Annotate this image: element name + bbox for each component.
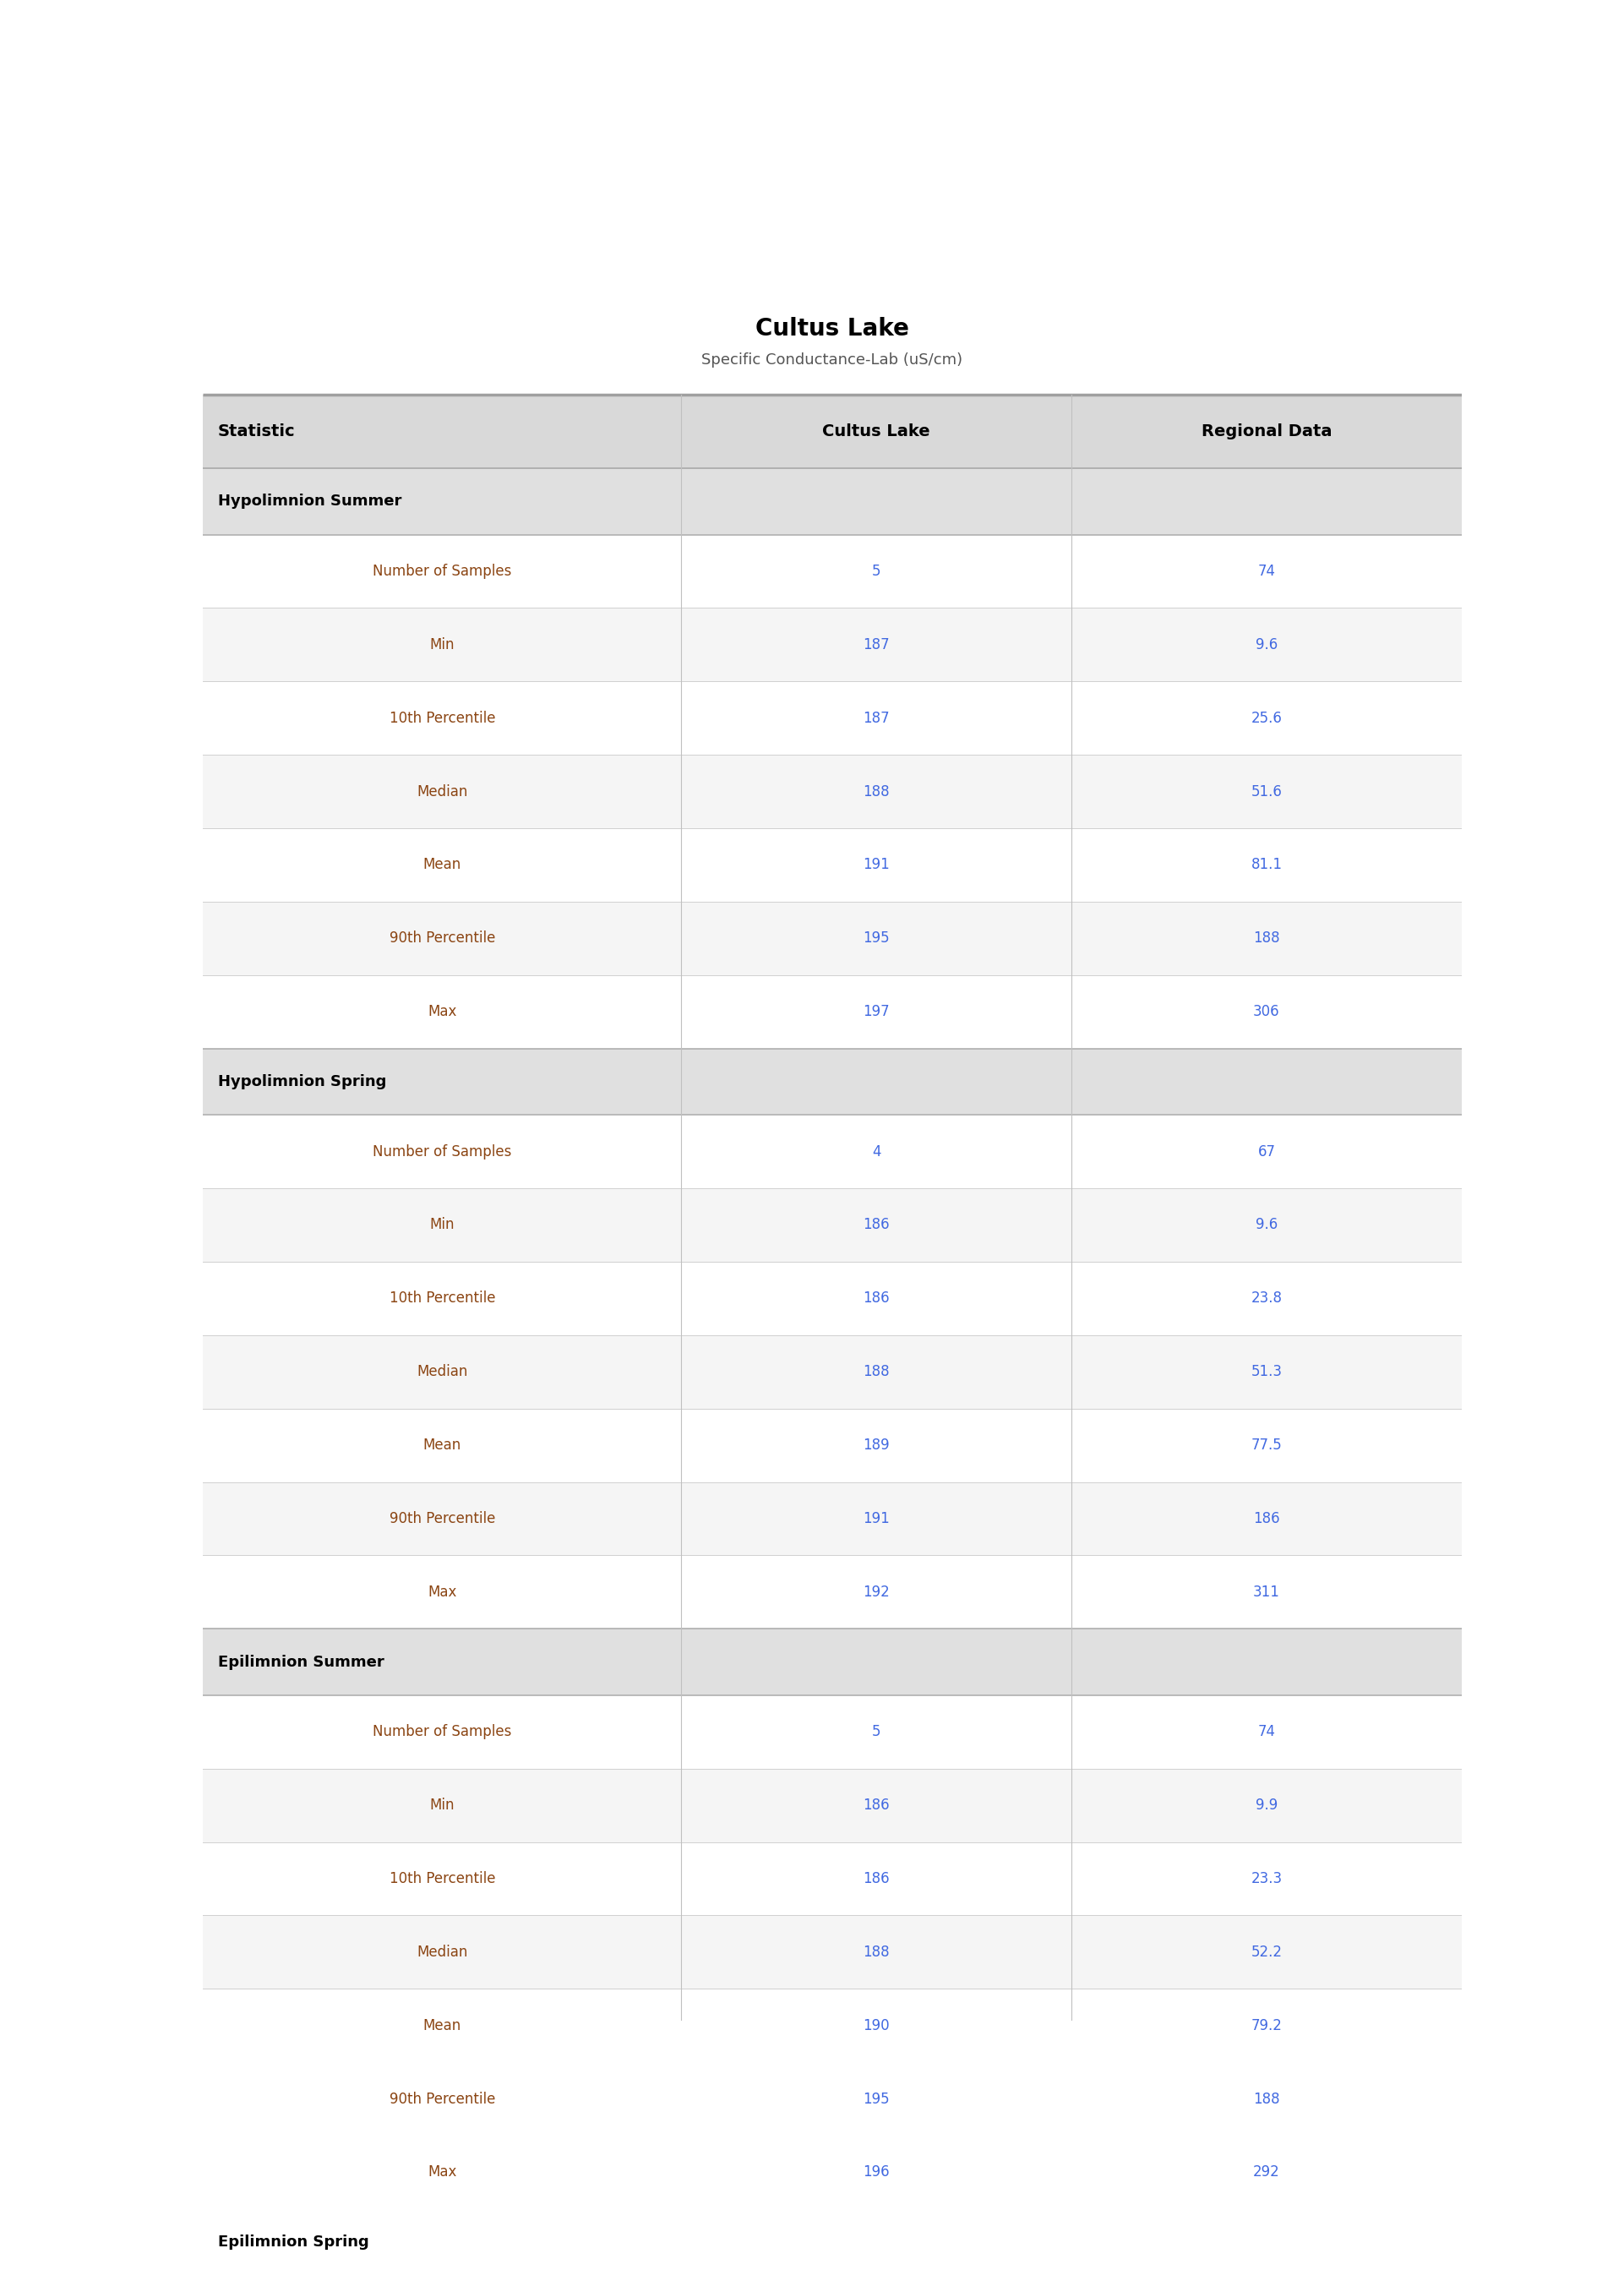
Bar	[203, 1989, 1462, 2061]
Bar	[203, 829, 1462, 901]
Text: 4: 4	[872, 1144, 880, 1160]
Text: 51.6: 51.6	[1250, 783, 1281, 799]
Text: 195: 195	[862, 2091, 890, 2107]
Bar	[203, 976, 1462, 1049]
Text: 186: 186	[862, 1798, 890, 1814]
Text: 23.8: 23.8	[1250, 1292, 1283, 1305]
Bar	[203, 901, 1462, 976]
Text: Regional Data: Regional Data	[1202, 424, 1332, 440]
Text: 79.2: 79.2	[1250, 2018, 1281, 2034]
Bar	[203, 2061, 1462, 2136]
Text: 9.9: 9.9	[1255, 1798, 1278, 1814]
Text: 23.3: 23.3	[1250, 1870, 1283, 1886]
Text: Mean: Mean	[422, 2018, 461, 2034]
Text: 188: 188	[1254, 931, 1280, 947]
Text: Number of Samples: Number of Samples	[372, 1725, 512, 1739]
Text: Median: Median	[417, 1945, 468, 1959]
Bar	[203, 1049, 1462, 1115]
Text: 196: 196	[862, 2166, 890, 2179]
Bar	[203, 1115, 1462, 1187]
Text: 192: 192	[862, 1584, 890, 1600]
Text: 188: 188	[1254, 2091, 1280, 2107]
Text: Median: Median	[417, 783, 468, 799]
Text: Epilimnion Summer: Epilimnion Summer	[218, 1655, 385, 1671]
Bar	[203, 1916, 1462, 1989]
Text: 52.2: 52.2	[1250, 1945, 1283, 1959]
Text: Epilimnion Spring: Epilimnion Spring	[218, 2234, 369, 2250]
Text: 311: 311	[1254, 1584, 1280, 1600]
Text: Cultus Lake: Cultus Lake	[822, 424, 931, 440]
Text: 90th Percentile: 90th Percentile	[390, 931, 495, 947]
Text: 292: 292	[1254, 2166, 1280, 2179]
Text: 81.1: 81.1	[1250, 858, 1283, 872]
Text: 5: 5	[872, 1725, 880, 1739]
Text: 188: 188	[862, 1364, 890, 1380]
Text: 67: 67	[1257, 1144, 1275, 1160]
Text: 186: 186	[1254, 1512, 1280, 1525]
Text: Max: Max	[427, 1584, 456, 1600]
Text: Min: Min	[430, 1217, 455, 1233]
Text: Min: Min	[430, 638, 455, 651]
Text: 77.5: 77.5	[1250, 1437, 1281, 1453]
Text: Hypolimnion Spring: Hypolimnion Spring	[218, 1074, 387, 1090]
Text: Max: Max	[427, 2166, 456, 2179]
Bar	[203, 468, 1462, 536]
Bar	[203, 1482, 1462, 1555]
Text: 197: 197	[862, 1003, 890, 1019]
Text: Max: Max	[427, 1003, 456, 1019]
Bar	[203, 2209, 1462, 2270]
Text: 306: 306	[1254, 1003, 1280, 1019]
Bar	[203, 1262, 1462, 1335]
Text: 10th Percentile: 10th Percentile	[390, 711, 495, 726]
Text: 10th Percentile: 10th Percentile	[390, 1870, 495, 1886]
Text: 51.3: 51.3	[1250, 1364, 1283, 1380]
Text: Median: Median	[417, 1364, 468, 1380]
Text: 188: 188	[862, 1945, 890, 1959]
Bar	[203, 536, 1462, 608]
Bar	[203, 1768, 1462, 1841]
Text: Mean: Mean	[422, 1437, 461, 1453]
Text: Mean: Mean	[422, 858, 461, 872]
Text: Specific Conductance-Lab (uS/cm): Specific Conductance-Lab (uS/cm)	[702, 352, 963, 368]
Text: 191: 191	[862, 1512, 890, 1525]
Bar	[203, 1696, 1462, 1768]
Bar	[203, 2136, 1462, 2209]
Text: 186: 186	[862, 1870, 890, 1886]
Text: 90th Percentile: 90th Percentile	[390, 1512, 495, 1525]
Text: 195: 195	[862, 931, 890, 947]
Bar	[203, 608, 1462, 681]
Bar	[203, 395, 1462, 468]
Text: Hypolimnion Summer: Hypolimnion Summer	[218, 495, 401, 508]
Text: 5: 5	[872, 563, 880, 579]
Bar	[203, 1335, 1462, 1410]
Text: 25.6: 25.6	[1250, 711, 1281, 726]
Text: 74: 74	[1257, 563, 1275, 579]
Text: 187: 187	[862, 711, 890, 726]
Bar	[203, 1410, 1462, 1482]
Text: 188: 188	[862, 783, 890, 799]
Text: 90th Percentile: 90th Percentile	[390, 2091, 495, 2107]
Text: 189: 189	[862, 1437, 890, 1453]
Text: 10th Percentile: 10th Percentile	[390, 1292, 495, 1305]
Bar	[203, 681, 1462, 756]
Text: Min: Min	[430, 1798, 455, 1814]
Text: Statistic: Statistic	[218, 424, 296, 440]
Text: 186: 186	[862, 1292, 890, 1305]
Text: Number of Samples: Number of Samples	[372, 1144, 512, 1160]
Text: 9.6: 9.6	[1255, 638, 1278, 651]
Text: 190: 190	[862, 2018, 890, 2034]
Text: 187: 187	[862, 638, 890, 651]
Text: Cultus Lake: Cultus Lake	[755, 316, 909, 340]
Bar	[203, 1555, 1462, 1630]
Bar	[203, 1630, 1462, 1696]
Bar	[203, 1841, 1462, 1916]
Text: 74: 74	[1257, 1725, 1275, 1739]
Text: 186: 186	[862, 1217, 890, 1233]
Bar	[203, 756, 1462, 829]
Bar	[203, 1187, 1462, 1262]
Text: Number of Samples: Number of Samples	[372, 563, 512, 579]
Text: 9.6: 9.6	[1255, 1217, 1278, 1233]
Text: 191: 191	[862, 858, 890, 872]
